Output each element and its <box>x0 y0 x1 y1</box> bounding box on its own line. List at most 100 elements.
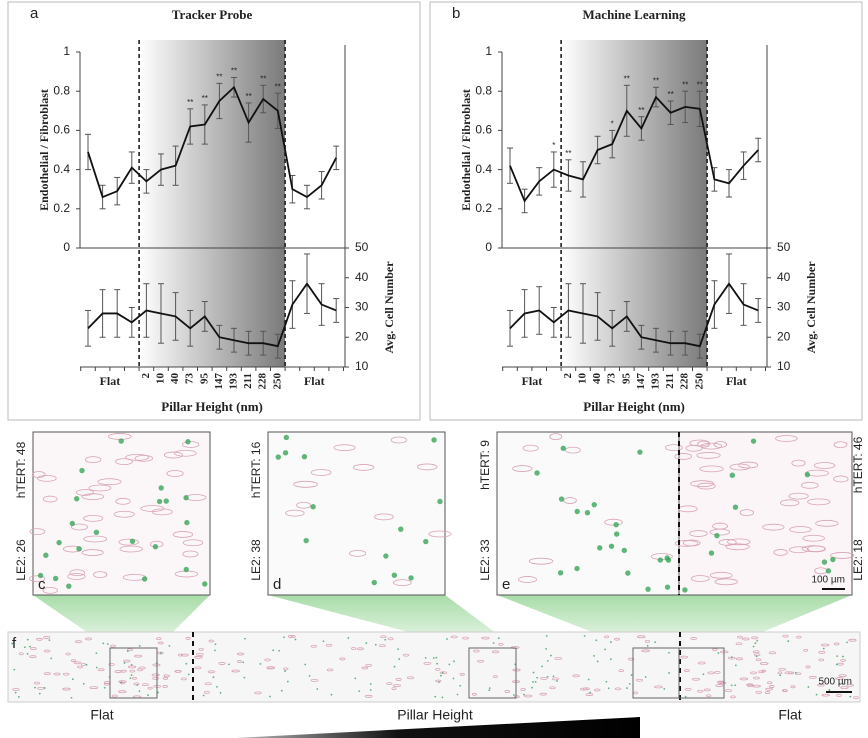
cell <box>836 655 838 657</box>
cell <box>331 694 333 696</box>
strip-label: Pillar Height <box>397 707 473 723</box>
y2-tick-label: 10 <box>777 359 791 373</box>
cell <box>272 649 274 651</box>
x-tick-label: 147 <box>635 373 647 390</box>
y2-tick-label: 40 <box>777 270 791 284</box>
cell <box>849 696 851 698</box>
cell <box>185 663 187 665</box>
cell <box>185 439 190 444</box>
cell <box>610 658 612 660</box>
cell <box>15 692 17 694</box>
cell <box>397 648 399 650</box>
chart-title: Machine Learning <box>583 7 686 22</box>
y2-tick-label: 30 <box>777 300 791 314</box>
cell <box>663 688 665 690</box>
cell <box>609 544 614 549</box>
cell <box>513 694 515 696</box>
cell <box>242 661 244 663</box>
cell <box>588 679 590 681</box>
cell <box>384 639 386 641</box>
cell <box>434 696 436 698</box>
y-tick-label: 1 <box>485 44 492 58</box>
count-label: hTERT: 48 <box>14 441 28 498</box>
cell <box>608 687 610 689</box>
cell <box>310 504 315 509</box>
cell <box>559 496 564 501</box>
cell <box>625 570 630 575</box>
cell <box>136 684 138 686</box>
cell <box>43 553 48 558</box>
x-tick-label: 40 <box>591 373 603 385</box>
cell <box>645 676 647 678</box>
x-tick-label: 211 <box>242 373 254 389</box>
cell <box>665 555 670 560</box>
cell <box>751 438 756 443</box>
x-tick-label: 73 <box>606 373 618 385</box>
cell <box>316 688 318 690</box>
y2-tick-label: 10 <box>355 359 369 373</box>
cell <box>398 526 403 531</box>
cell <box>358 690 360 692</box>
cell <box>71 697 73 699</box>
cell <box>74 496 79 501</box>
cell <box>94 530 99 535</box>
significance: ** <box>565 149 571 158</box>
cell <box>795 672 797 674</box>
y2-tick-label: 30 <box>355 300 369 314</box>
cell <box>442 672 444 674</box>
panel-letter: c <box>38 576 46 593</box>
cell <box>457 694 459 696</box>
y2-tick-label: 40 <box>355 270 369 284</box>
significance: ** <box>245 92 251 101</box>
cell <box>614 531 619 536</box>
cell <box>118 438 123 443</box>
cell <box>183 495 188 500</box>
cell <box>531 687 533 689</box>
cell <box>493 642 495 644</box>
figure: 00.20.40.60.8110203040502104073951471932… <box>0 0 868 738</box>
panel-letter: a <box>30 5 39 22</box>
cell <box>753 646 755 648</box>
cell <box>160 652 162 654</box>
cell <box>27 653 29 655</box>
cell <box>717 652 719 654</box>
micrographs <box>29 432 854 595</box>
cell <box>83 683 85 685</box>
cell <box>72 678 74 680</box>
count-label: hTERT: 16 <box>249 441 263 498</box>
y2-tick-label: 20 <box>777 329 791 343</box>
cell <box>756 640 758 642</box>
x-tick-label: 228 <box>257 373 269 390</box>
cell <box>702 673 704 675</box>
cell <box>408 575 413 580</box>
cell <box>756 655 758 657</box>
cell <box>731 656 733 658</box>
cell <box>157 499 162 504</box>
cell <box>203 695 205 697</box>
cell <box>846 641 848 643</box>
cell <box>645 586 650 591</box>
cell <box>436 663 438 665</box>
cell <box>535 681 537 683</box>
cell <box>216 686 218 688</box>
cell <box>830 557 835 562</box>
cell <box>682 587 687 592</box>
y-tick-label: 1 <box>63 44 70 58</box>
cell <box>215 643 217 645</box>
cell <box>50 658 52 660</box>
cell <box>49 639 51 641</box>
cell <box>610 641 612 643</box>
cell <box>805 472 810 477</box>
cell <box>685 696 687 698</box>
y-label: Endothelial / Fibroblast <box>459 89 473 211</box>
cell <box>828 689 830 691</box>
strip-label: Flat <box>778 707 801 723</box>
y-tick-label: 0.6 <box>53 123 70 137</box>
cell <box>398 658 400 660</box>
cell <box>547 660 549 662</box>
cell <box>244 677 246 679</box>
cell <box>139 645 141 647</box>
panel-letter: d <box>273 576 281 593</box>
cell <box>589 692 591 694</box>
count-label: LE2: 26 <box>14 539 28 581</box>
